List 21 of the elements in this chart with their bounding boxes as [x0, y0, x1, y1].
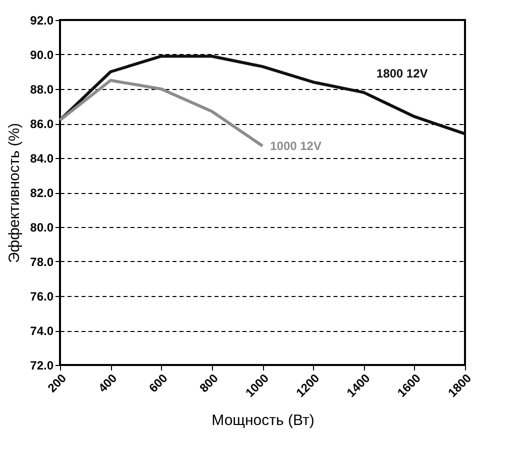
y-tick-label: 80.0: [30, 220, 54, 234]
y-tick-label: 90.0: [30, 48, 54, 62]
x-tick-label: 600: [146, 370, 170, 396]
y-tick-label: 82.0: [30, 186, 54, 200]
line-series: [58, 54, 466, 136]
x-tick-label: 800: [196, 370, 222, 396]
x-tick-label: 200: [44, 370, 70, 396]
y-tick-label: 84.0: [30, 152, 54, 166]
line-series: [58, 78, 264, 148]
y-tick-label: 86.0: [30, 117, 54, 131]
y-tick-label: 78.0: [30, 255, 54, 269]
x-axis-title: Мощность (Вт): [212, 412, 314, 430]
y-tick-label: 88.0: [30, 82, 54, 96]
y-tick-label: 76.0: [30, 290, 54, 304]
y-tick-label: 72.0: [30, 358, 54, 372]
y-tick-label: 74.0: [30, 324, 54, 338]
x-tick-label: 400: [96, 370, 120, 396]
y-axis-title: Эффективность (%): [6, 122, 24, 264]
y-tick-label: 92.0: [30, 14, 54, 28]
series-label: 1000 12V: [270, 138, 322, 153]
series-label: 1800 12V: [376, 66, 428, 80]
